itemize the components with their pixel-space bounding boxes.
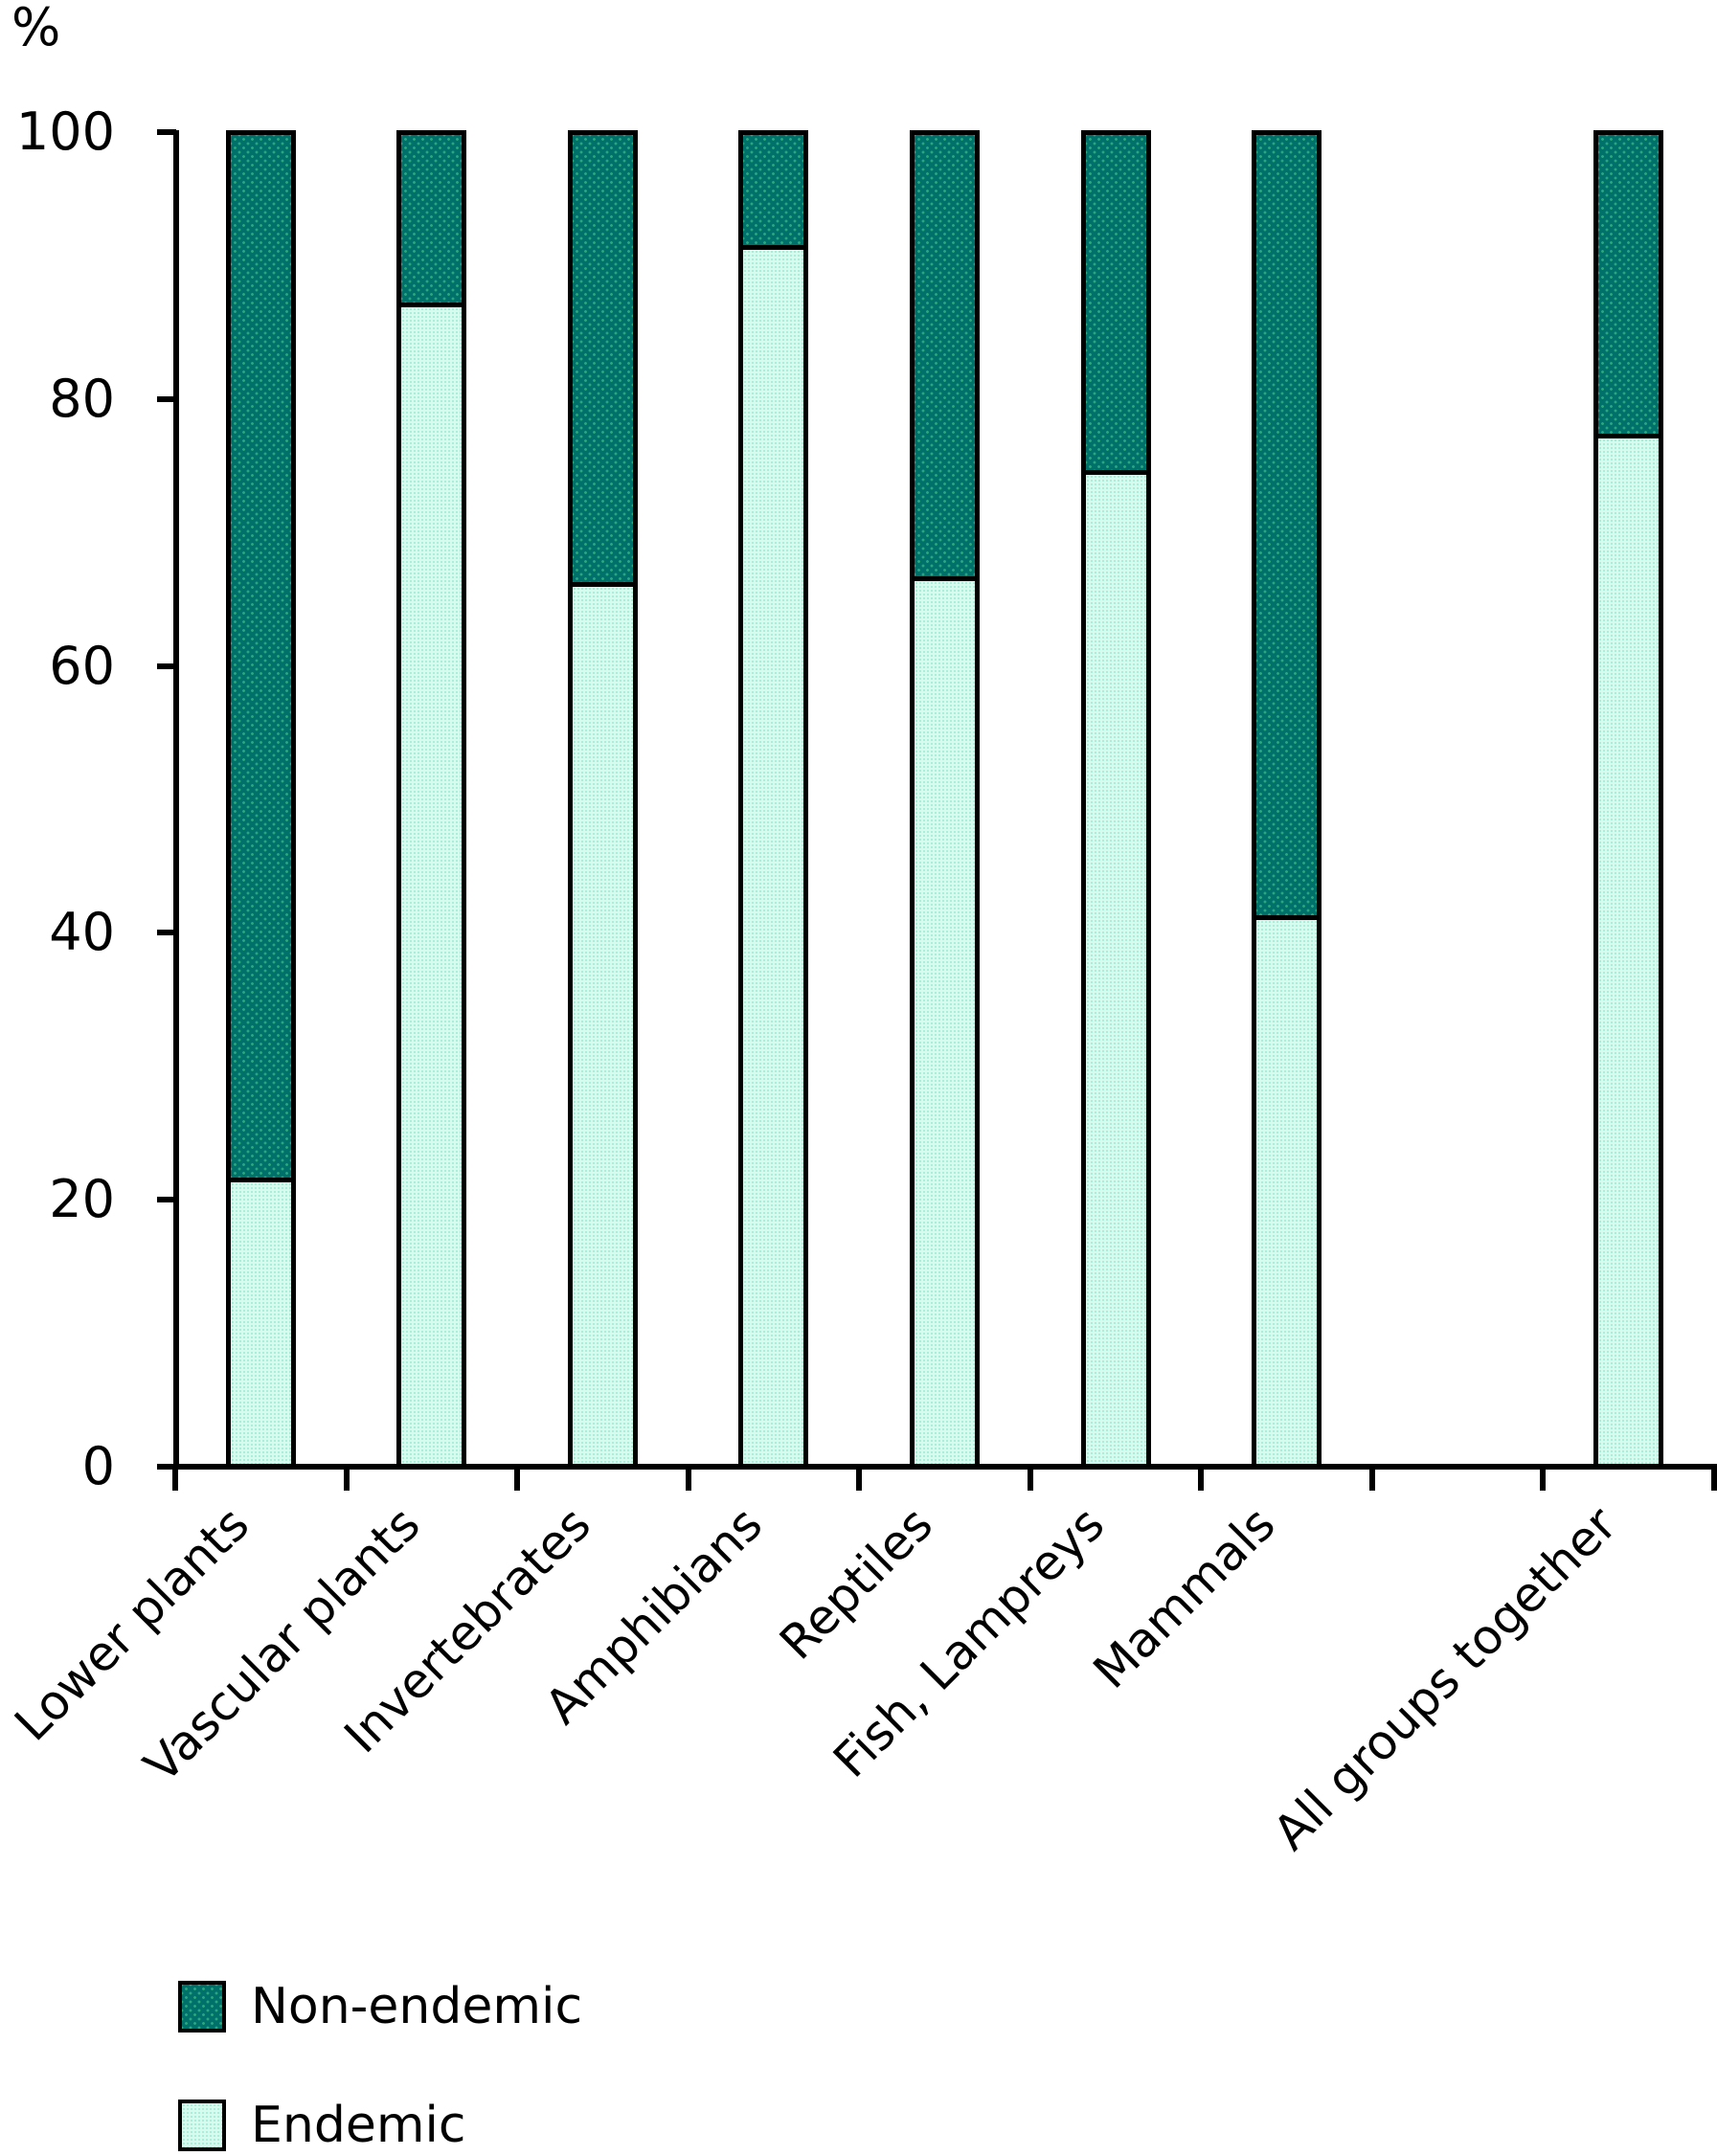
y-tick-label: 60 (49, 635, 115, 696)
x-tick (172, 1467, 178, 1491)
legend-label-non-endemic: Non-endemic (251, 1978, 583, 2035)
bar-segment-endemic (401, 303, 463, 1464)
bar-segment-endemic (230, 1177, 291, 1464)
bar-reptiles (910, 130, 980, 1464)
y-tick-label: 40 (49, 902, 115, 963)
y-tick-label: 20 (49, 1169, 115, 1230)
bar-amphibians (738, 130, 809, 1464)
x-tick (1027, 1467, 1033, 1491)
x-tick (1368, 1467, 1375, 1491)
y-axis-line (173, 130, 179, 1470)
y-tick (157, 395, 176, 402)
bar-segment-non-endemic (1085, 135, 1146, 470)
y-tick (157, 663, 176, 669)
legend-item-endemic: Endemic (178, 2097, 466, 2154)
category-label: Reptiles (769, 1495, 944, 1671)
bar-segment-endemic (915, 576, 975, 1464)
legend-item-non-endemic: Non-endemic (178, 1978, 583, 2035)
y-tick (157, 129, 176, 135)
x-tick (343, 1467, 350, 1491)
bar-segment-endemic (1085, 469, 1146, 1464)
legend-swatch-non-endemic (178, 1981, 226, 2032)
x-tick (1198, 1467, 1205, 1491)
bar-all-groups-together (1593, 130, 1664, 1464)
bar-vascular-plants (396, 130, 467, 1464)
bar-mammals (1252, 130, 1322, 1464)
bar-invertebrates (567, 130, 638, 1464)
y-tick (157, 1197, 176, 1203)
x-tick (856, 1467, 863, 1491)
y-tick-label: 100 (15, 101, 115, 162)
y-tick-label: 80 (49, 368, 115, 429)
bar-segment-non-endemic (1256, 135, 1318, 916)
bar-segment-endemic (743, 245, 804, 1464)
y-tick (157, 1464, 176, 1470)
bar-segment-endemic (572, 581, 633, 1464)
y-axis-unit-label: % (11, 0, 61, 57)
x-tick (514, 1467, 521, 1491)
y-tick-label: 0 (81, 1436, 115, 1496)
bar-segment-endemic (1256, 915, 1318, 1464)
legend-label-endemic: Endemic (251, 2097, 466, 2154)
x-axis-line (157, 1464, 1717, 1470)
y-tick (157, 930, 176, 936)
bar-segment-non-endemic (743, 135, 804, 246)
category-label: All groups together (1262, 1495, 1628, 1861)
bar-segment-non-endemic (1598, 135, 1660, 435)
bar-segment-non-endemic (572, 135, 633, 582)
x-tick (685, 1467, 691, 1491)
bar-lower-plants (225, 130, 296, 1464)
legend-swatch-endemic (178, 2100, 226, 2151)
bar-fish-lampreys (1080, 130, 1151, 1464)
bar-segment-non-endemic (401, 135, 463, 303)
bar-segment-non-endemic (915, 135, 975, 577)
category-label: Mammals (1082, 1495, 1286, 1699)
x-tick (1711, 1467, 1717, 1491)
x-tick (1540, 1467, 1547, 1491)
bar-segment-non-endemic (230, 135, 291, 1178)
bar-segment-endemic (1598, 434, 1660, 1464)
